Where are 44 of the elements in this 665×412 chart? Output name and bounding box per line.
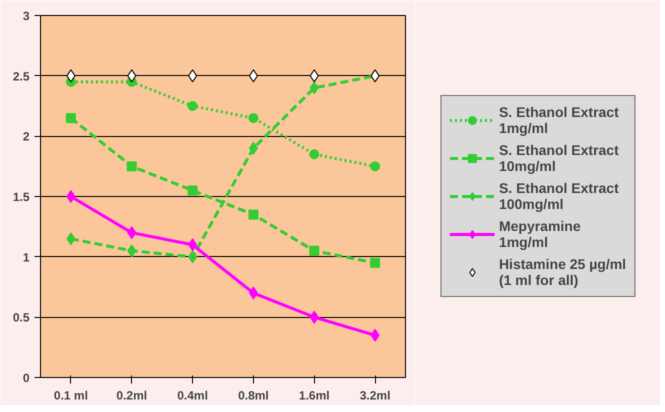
point xyxy=(310,81,319,94)
y-tick-label: 0.5 xyxy=(12,310,30,325)
point xyxy=(370,258,380,268)
point xyxy=(188,185,198,196)
point xyxy=(66,69,76,82)
point xyxy=(370,328,380,342)
point xyxy=(66,190,76,203)
point xyxy=(66,232,76,246)
y-tick-label: 1.5 xyxy=(12,190,30,204)
y-tick-label: 3 xyxy=(22,9,30,23)
point xyxy=(126,161,137,172)
point xyxy=(370,161,380,172)
legend-label: Mepyramine 1mg/ml xyxy=(498,218,581,250)
point xyxy=(309,149,320,160)
point xyxy=(248,113,258,124)
point xyxy=(248,69,258,82)
point xyxy=(248,142,258,155)
point xyxy=(188,101,198,111)
legend-label: S. Ethanol Extract 10mg/ml xyxy=(498,142,619,174)
x-tick-label: 0.1 ml xyxy=(54,388,88,402)
point xyxy=(127,244,136,258)
legend-label: S. Ethanol Extract 1mg/ml xyxy=(498,104,619,136)
point xyxy=(309,246,320,256)
point xyxy=(248,286,258,300)
point xyxy=(66,113,76,124)
y-tick-label: 0 xyxy=(22,371,30,385)
y-tick-label: 1 xyxy=(22,250,30,264)
x-tick-label: 0.8ml xyxy=(238,388,269,402)
point xyxy=(188,69,198,82)
point xyxy=(127,69,136,82)
y-tick-label: 2 xyxy=(22,130,30,144)
point xyxy=(310,69,319,82)
x-tick-label: 3.2ml xyxy=(360,388,390,402)
y-tick-label: 2.5 xyxy=(12,69,30,84)
legend-label: Histamine 25 µg/ml (1 ml for all) xyxy=(498,256,626,288)
x-tick-label: 0.4ml xyxy=(177,388,208,402)
point xyxy=(188,250,198,264)
x-tick-label: 0.2ml xyxy=(116,388,148,402)
point xyxy=(188,238,198,252)
x-tick-label: 1.6ml xyxy=(298,388,330,402)
point xyxy=(248,210,258,220)
legend-label: S. Ethanol Extract 100mg/ml xyxy=(498,180,619,212)
point xyxy=(127,226,136,240)
point xyxy=(310,310,319,324)
